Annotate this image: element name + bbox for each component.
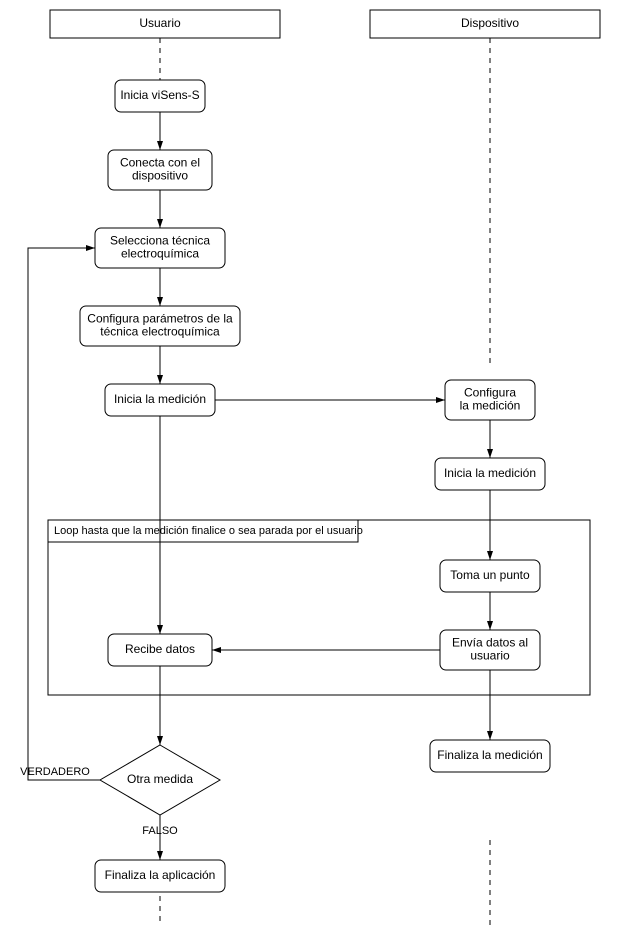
lane-label-usuario: Usuario	[139, 16, 181, 30]
node-n4-label-1: técnica electroquímica	[100, 325, 220, 339]
node-n12-label-0: Finaliza la aplicación	[105, 868, 216, 882]
node-n6-label-1: la medición	[460, 399, 521, 413]
node-n11-label-0: Finaliza la medición	[437, 748, 542, 762]
node-n4-label-0: Configura parámetros de la	[87, 312, 233, 326]
node-n2-label-1: dispositivo	[132, 169, 188, 183]
node-n6-label-0: Configura	[464, 386, 516, 400]
node-n10-label-0: Recibe datos	[125, 642, 195, 656]
node-n2-label-0: Conecta con el	[120, 156, 200, 170]
node-n5-label-0: Inicia la medición	[114, 392, 206, 406]
edge-label-0: VERDADERO	[20, 766, 90, 778]
lane-label-dispositivo: Dispositivo	[461, 16, 519, 30]
node-n9-label-0: Envía datos al	[452, 636, 528, 650]
node-n3-label-1: electroquímica	[121, 247, 199, 261]
loop-title: Loop hasta que la medición finalice o se…	[54, 525, 363, 537]
node-n7-label-0: Inicia la medición	[444, 466, 536, 480]
node-d1-label-0: Otra medida	[127, 772, 193, 786]
node-n8-label-0: Toma un punto	[450, 568, 530, 582]
node-n9-label-1: usuario	[470, 649, 510, 663]
node-n3-label-0: Selecciona técnica	[110, 234, 210, 248]
node-n1-label-0: Inicia viSens-S	[120, 88, 199, 102]
edge-label-1: FALSO	[142, 825, 178, 837]
